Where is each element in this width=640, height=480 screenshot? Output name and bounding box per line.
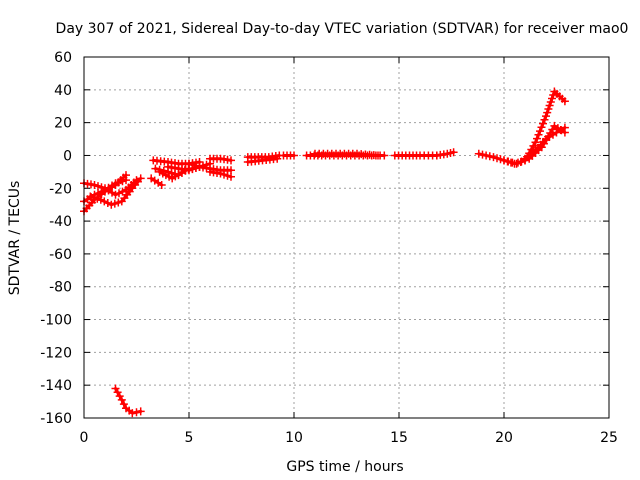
series-arc-13	[206, 154, 235, 165]
y-tick-label: -100	[40, 313, 72, 329]
series-arc-5	[111, 384, 145, 418]
series-points	[311, 149, 382, 160]
y-tick-label: 60	[54, 50, 72, 66]
y-tick-label: 20	[54, 116, 72, 132]
data-series	[80, 87, 569, 418]
y-axis-label: SDTVAR / TECUs	[7, 181, 23, 296]
grid-lines	[84, 57, 609, 418]
chart-title: Day 307 of 2021, Sidereal Day-to-day VTE…	[56, 21, 629, 37]
series-arc-18	[311, 149, 382, 160]
plot-frame	[83, 56, 610, 419]
y-tick-label: -140	[40, 378, 72, 394]
y-tick-label: -80	[49, 280, 72, 296]
series-arc-4	[86, 174, 145, 209]
y-tick-label: 0	[63, 148, 72, 164]
series-points	[243, 151, 284, 162]
series-arc-15	[243, 151, 284, 162]
tick-labels: 0 5 10 15 20 25 60 40 20 0 -20 -40 -60 -80 -100 -120 -14…	[40, 50, 618, 446]
y-tick-label: -120	[40, 345, 72, 361]
series-arc-20	[432, 148, 458, 160]
axis-ticks	[83, 56, 610, 419]
series-arc-12	[206, 167, 235, 181]
series-points	[206, 154, 235, 165]
x-axis-label: GPS time / hours	[286, 459, 403, 475]
series-arc-16	[279, 151, 298, 160]
series-arc-19	[390, 151, 441, 160]
series-arc-6	[147, 174, 166, 189]
series-points	[390, 151, 441, 160]
series-points	[432, 148, 458, 160]
y-tick-label: 40	[54, 83, 72, 99]
series-arc-23	[521, 123, 569, 163]
x-tick-label: 5	[185, 430, 194, 446]
series-points	[147, 174, 166, 189]
series-points	[206, 167, 235, 181]
y-tick-label: -20	[49, 181, 72, 197]
y-tick-label: -60	[49, 247, 72, 263]
series-points	[279, 151, 298, 160]
y-tick-label: -160	[40, 411, 72, 427]
y-tick-label: -40	[49, 214, 72, 230]
x-tick-label: 25	[600, 430, 618, 446]
series-points	[86, 174, 145, 209]
x-tick-label: 15	[390, 430, 408, 446]
x-tick-label: 0	[80, 430, 89, 446]
series-line	[149, 176, 164, 187]
series-points	[521, 123, 569, 163]
series-points	[111, 384, 145, 418]
x-tick-label: 20	[495, 430, 513, 446]
x-tick-label: 10	[285, 430, 303, 446]
